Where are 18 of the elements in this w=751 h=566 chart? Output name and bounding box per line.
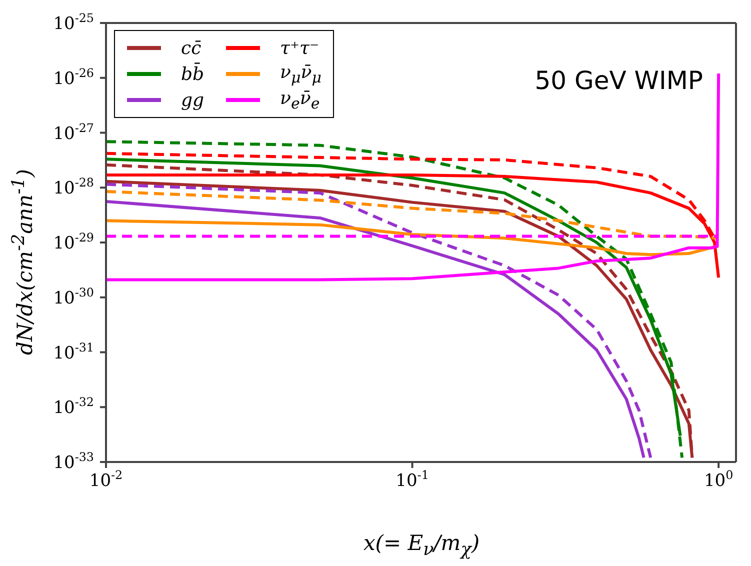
y-tick-label: 10$^{-27}$ (53, 120, 94, 144)
x-axis-title: x(= E$_{ν}$/m$_{χ}$) (362, 530, 481, 560)
legend-label: gg (181, 90, 204, 110)
legend-label: ν$_{e}$ν̄$_{e}$ (280, 88, 320, 112)
y-tick-label: 10$^{-28}$ (53, 176, 94, 199)
annotation: 50 GeV WIMP (534, 66, 703, 95)
y-tick-label: 10$^{-31}$ (53, 340, 94, 364)
y-tick-label: 10$^{-30}$ (53, 285, 94, 308)
legend-label: cc̄ (181, 38, 202, 58)
legend-label: bb̄ (181, 64, 204, 84)
y-tick-label: 10$^{-29}$ (53, 230, 94, 254)
legend-label: τ⁺τ⁻ (280, 38, 319, 58)
legend-label: ν$_{μ}$ν̄$_{μ}$ (280, 62, 322, 86)
y-tick-label: 10$^{-26}$ (53, 66, 94, 89)
y-tick-label: 10$^{-25}$ (53, 11, 94, 34)
x-tick-label: 10$^{0}$ (704, 468, 734, 491)
x-tick-label: 10$^{-1}$ (396, 468, 429, 491)
y-tick-label: 10$^{-32}$ (53, 395, 94, 418)
